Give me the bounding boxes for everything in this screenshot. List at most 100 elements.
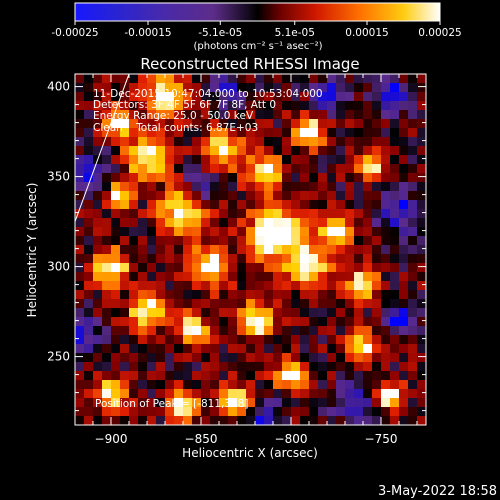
heatmap-cell [399,308,409,318]
heatmap-cell [147,101,157,111]
heatmap-cell [390,353,400,363]
heatmap-cell [372,92,382,102]
heatmap-cell [219,137,229,147]
heatmap-cell [363,407,373,417]
heatmap-cell [282,254,292,264]
heatmap-cell [102,173,112,183]
heatmap-cell [120,380,130,390]
heatmap-cell [102,92,112,102]
heatmap-cell [264,317,274,327]
heatmap-cell [219,263,229,273]
heatmap-cell [84,155,94,165]
heatmap-cell [408,83,418,93]
heatmap-cell [309,371,319,381]
heatmap-cell [111,317,121,327]
heatmap-cell [210,227,220,237]
heatmap-cell [390,308,400,318]
heatmap-cell [93,308,103,318]
colorbar [74,2,441,22]
heatmap-cell [210,389,220,399]
heatmap-cell [282,227,292,237]
heatmap-cell [381,398,391,408]
heatmap-cell [336,83,346,93]
heatmap-cell [327,254,337,264]
heatmap-cell [291,236,301,246]
heatmap-cell [237,389,247,399]
heatmap-cell [300,335,310,345]
heatmap-cell [237,344,247,354]
heatmap-cell [255,146,265,156]
heatmap-cell [273,317,283,327]
heatmap-cell [255,209,265,219]
heatmap-cell [129,380,139,390]
heatmap-cell [210,371,220,381]
heatmap-cell [129,218,139,228]
heatmap-cell [129,74,139,84]
heatmap-cell [363,254,373,264]
heatmap-cell [309,263,319,273]
heatmap-cell [219,227,229,237]
heatmap-cell [354,191,364,201]
heatmap-cell [102,218,112,228]
heatmap-cell [300,398,310,408]
heatmap-cell [408,110,418,120]
heatmap-cell [264,146,274,156]
heatmap-cell [93,407,103,417]
heatmap-cell [399,173,409,183]
heatmap-cell [174,281,184,291]
heatmap-cell [147,299,157,309]
heatmap-cell [273,362,283,372]
heatmap-cell [138,119,148,129]
heatmap-cell [147,173,157,183]
heatmap-cell [354,182,364,192]
heatmap-cell [246,389,256,399]
heatmap-cell [372,173,382,183]
heatmap-cell [219,191,229,201]
heatmap-cell [138,92,148,102]
heatmap-cell [417,128,426,138]
heatmap-cell [147,155,157,165]
heatmap-cell [318,236,328,246]
heatmap-cell [75,146,85,156]
heatmap-cell [111,389,121,399]
heatmap-cell [156,308,166,318]
heatmap-cell [201,74,211,84]
heatmap-cell [282,155,292,165]
heatmap-cell [147,263,157,273]
heatmap-cell [84,272,94,282]
heatmap-cell [120,353,130,363]
heatmap-cell [156,128,166,138]
heatmap-cell [111,380,121,390]
heatmap-cell [390,245,400,255]
heatmap-cell [372,407,382,417]
heatmap-cell [147,281,157,291]
heatmap-cell [345,344,355,354]
heatmap-cell [246,191,256,201]
heatmap-cell [237,137,247,147]
heatmap-cell [120,308,130,318]
heatmap-cell [291,83,301,93]
heatmap-cell [129,416,139,425]
heatmap-cell [165,416,175,425]
heatmap-cell [309,254,319,264]
heatmap-cell [228,272,238,282]
heatmap-cell [129,407,139,417]
heatmap-cell [111,308,121,318]
heatmap-cell [282,119,292,129]
heatmap-cell [309,317,319,327]
heatmap-cell [354,362,364,372]
heatmap-cell [345,83,355,93]
heatmap-cell [183,362,193,372]
heatmap-cell [417,326,426,336]
heatmap-cell [156,236,166,246]
heatmap-cell [246,362,256,372]
heatmap-cell [309,416,319,425]
heatmap-cell [291,119,301,129]
heatmap-cell [345,398,355,408]
heatmap-cell [111,74,121,84]
heatmap-cell [273,335,283,345]
heatmap-cell [282,263,292,273]
heatmap-cell [138,164,148,174]
heatmap-cell [120,83,130,93]
heatmap-cell [192,416,202,425]
